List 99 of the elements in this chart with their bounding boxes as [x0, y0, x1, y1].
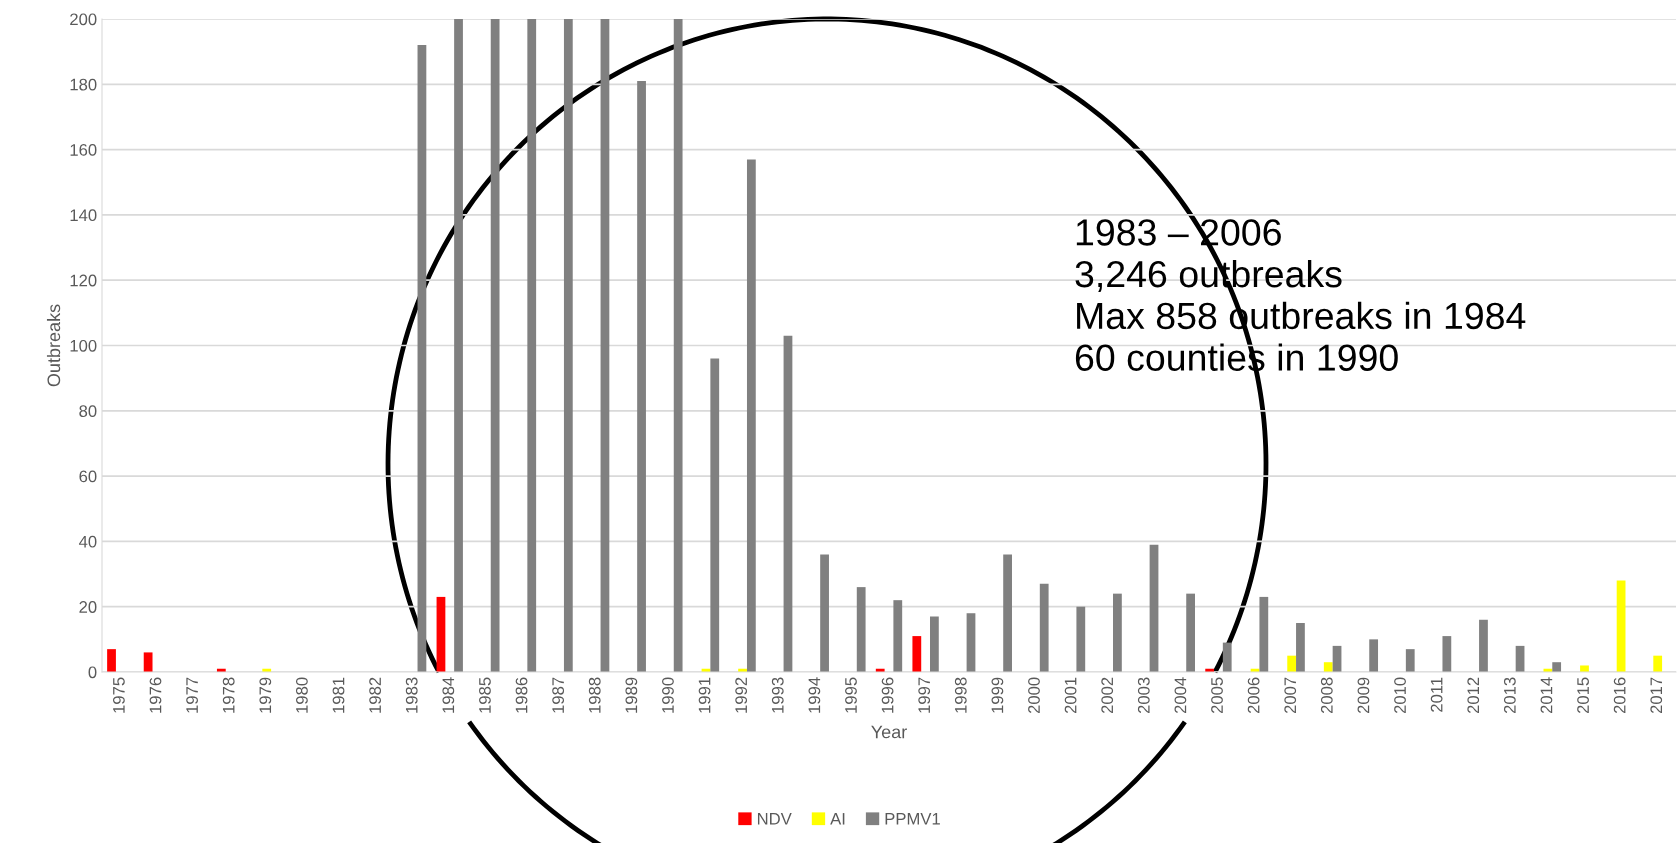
bar — [1222, 642, 1232, 672]
x-tick-label: 2009 — [1357, 677, 1370, 714]
bar — [1287, 655, 1297, 672]
x-tick-label: 1999 — [991, 677, 1004, 713]
bar — [1149, 544, 1159, 672]
bar — [1479, 619, 1488, 672]
bar — [1653, 655, 1663, 672]
bar — [600, 19, 610, 672]
bar — [912, 636, 922, 672]
x-tick-label: 2011 — [1430, 677, 1443, 712]
x-tick-label: 2017 — [1650, 677, 1663, 714]
bar — [1552, 662, 1562, 672]
bar — [746, 159, 756, 672]
x-tick-label: 1984 — [442, 677, 455, 713]
bar — [527, 19, 537, 672]
bar — [1186, 593, 1196, 672]
x-tick-label: 2014 — [1540, 677, 1553, 714]
x-axis-title: Year — [871, 725, 907, 739]
x-tick-label: 2003 — [1137, 677, 1150, 714]
x-tick-label: 1986 — [515, 677, 528, 713]
bar — [454, 19, 463, 672]
bar — [856, 587, 866, 672]
x-tick-label: 2000 — [1028, 677, 1040, 714]
y-axis-title: Outbreaks — [46, 304, 61, 387]
y-tick-label: 200 — [70, 13, 97, 26]
y-tick-label: 80 — [79, 405, 97, 417]
x-tick-label: 1988 — [588, 677, 601, 713]
bar — [1323, 662, 1333, 672]
y-tick-label: 160 — [70, 144, 97, 156]
legend-label: PPMV1 — [885, 813, 940, 825]
bar — [107, 649, 116, 672]
x-tick-label: 1990 — [662, 677, 674, 713]
bar — [1405, 649, 1415, 672]
bar — [710, 358, 720, 672]
bar — [490, 19, 500, 672]
bar — [563, 19, 573, 672]
bar — [783, 335, 793, 672]
bar — [966, 613, 976, 672]
x-tick-label: 2012 — [1467, 677, 1480, 714]
bar — [893, 600, 903, 672]
x-tick-label: 1981 — [332, 677, 345, 713]
x-tick-label: 2006 — [1247, 677, 1260, 714]
y-tick-label: 140 — [70, 209, 97, 222]
x-tick-label: 1994 — [808, 677, 821, 713]
y-tick-label: 0 — [88, 666, 97, 679]
bar — [1296, 623, 1305, 672]
bar — [417, 45, 427, 672]
x-tick-label: 1978 — [222, 677, 235, 713]
bar — [143, 652, 153, 672]
y-tick-label: 180 — [70, 78, 97, 91]
x-tick-label: 1997 — [918, 677, 931, 713]
bar — [1113, 593, 1122, 672]
bar — [1039, 583, 1049, 672]
y-tick-label: 20 — [79, 601, 97, 613]
annotation: 3,246 outbreaks — [1075, 259, 1342, 292]
x-tick-label: 1992 — [735, 677, 748, 713]
legend-label: AI — [830, 813, 845, 825]
bar — [1076, 606, 1086, 672]
bar — [1259, 596, 1269, 672]
x-tick-label: 1987 — [552, 677, 565, 713]
bar — [1369, 639, 1379, 672]
x-tick-label: 2001 — [1064, 677, 1077, 714]
x-tick-label: 1983 — [405, 677, 418, 713]
bar — [820, 554, 829, 672]
x-tick-label: 1993 — [771, 677, 784, 713]
x-tick-label: 1989 — [625, 677, 638, 713]
x-tick-label: 1985 — [479, 677, 491, 713]
x-tick-label: 1975 — [112, 677, 125, 713]
x-tick-label: 2007 — [1284, 677, 1297, 714]
x-tick-label: 1998 — [954, 677, 967, 713]
y-tick-label: 60 — [79, 470, 97, 483]
legend-label: NDV — [757, 813, 792, 825]
bar — [1442, 636, 1452, 672]
x-tick-label: 2004 — [1174, 677, 1187, 714]
x-tick-label: 1995 — [845, 677, 857, 713]
x-tick-label: 2016 — [1613, 677, 1626, 714]
bar — [1580, 665, 1589, 672]
bar — [673, 19, 683, 672]
x-tick-label: 2013 — [1503, 677, 1516, 714]
bar — [637, 81, 646, 672]
x-tick-label: 2015 — [1577, 677, 1589, 714]
x-tick-label: 2005 — [1211, 677, 1223, 714]
x-tick-label: 2008 — [1320, 677, 1333, 714]
bar — [436, 596, 446, 672]
x-tick-label: 1991 — [698, 677, 711, 713]
bar — [1616, 580, 1626, 672]
bar — [1003, 554, 1012, 672]
y-tick-label: 120 — [70, 274, 97, 287]
x-tick-label: 1979 — [259, 677, 272, 713]
x-tick-label: 2010 — [1394, 677, 1406, 714]
x-tick-label: 1977 — [186, 677, 198, 713]
x-tick-label: 1996 — [881, 677, 894, 713]
y-tick-label: 40 — [78, 535, 97, 548]
y-tick-label: 100 — [70, 339, 97, 352]
x-tick-label: 1982 — [369, 677, 382, 713]
x-tick-label: 2002 — [1101, 677, 1114, 714]
bar — [930, 616, 939, 672]
x-tick-label: 1976 — [149, 677, 162, 713]
x-tick-label: 1980 — [296, 677, 308, 713]
